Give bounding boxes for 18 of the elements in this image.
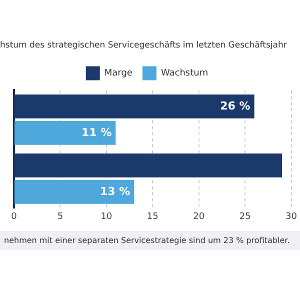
bar bbox=[14, 153, 282, 178]
bar bbox=[14, 180, 134, 204]
legend-label: Wachstum bbox=[160, 68, 208, 79]
text: nehmen mit einer separaten Servicestrategie sind um 23 % profitabler. bbox=[0, 231, 300, 250]
data-label: 11 % bbox=[81, 126, 112, 139]
x-tick-label: 10 bbox=[100, 212, 112, 222]
bar bbox=[14, 94, 254, 118]
legend-label: Marge bbox=[104, 68, 133, 79]
x-tick-label: 5 bbox=[57, 212, 64, 222]
x-tick-label: 15 bbox=[146, 212, 158, 222]
chart-title: hstum des strategischen Servicegeschäfts im letzten Geschäftsjahr bbox=[0, 40, 288, 50]
bar bbox=[14, 121, 116, 145]
data-label: 26 % bbox=[220, 99, 250, 112]
x-tick-label: 20 bbox=[193, 212, 205, 222]
x-tick-label: 0 bbox=[11, 212, 18, 222]
x-tick-label: 25 bbox=[239, 212, 251, 222]
data-label: 13 % bbox=[100, 184, 130, 198]
x-tick-label: 30 bbox=[286, 212, 298, 222]
